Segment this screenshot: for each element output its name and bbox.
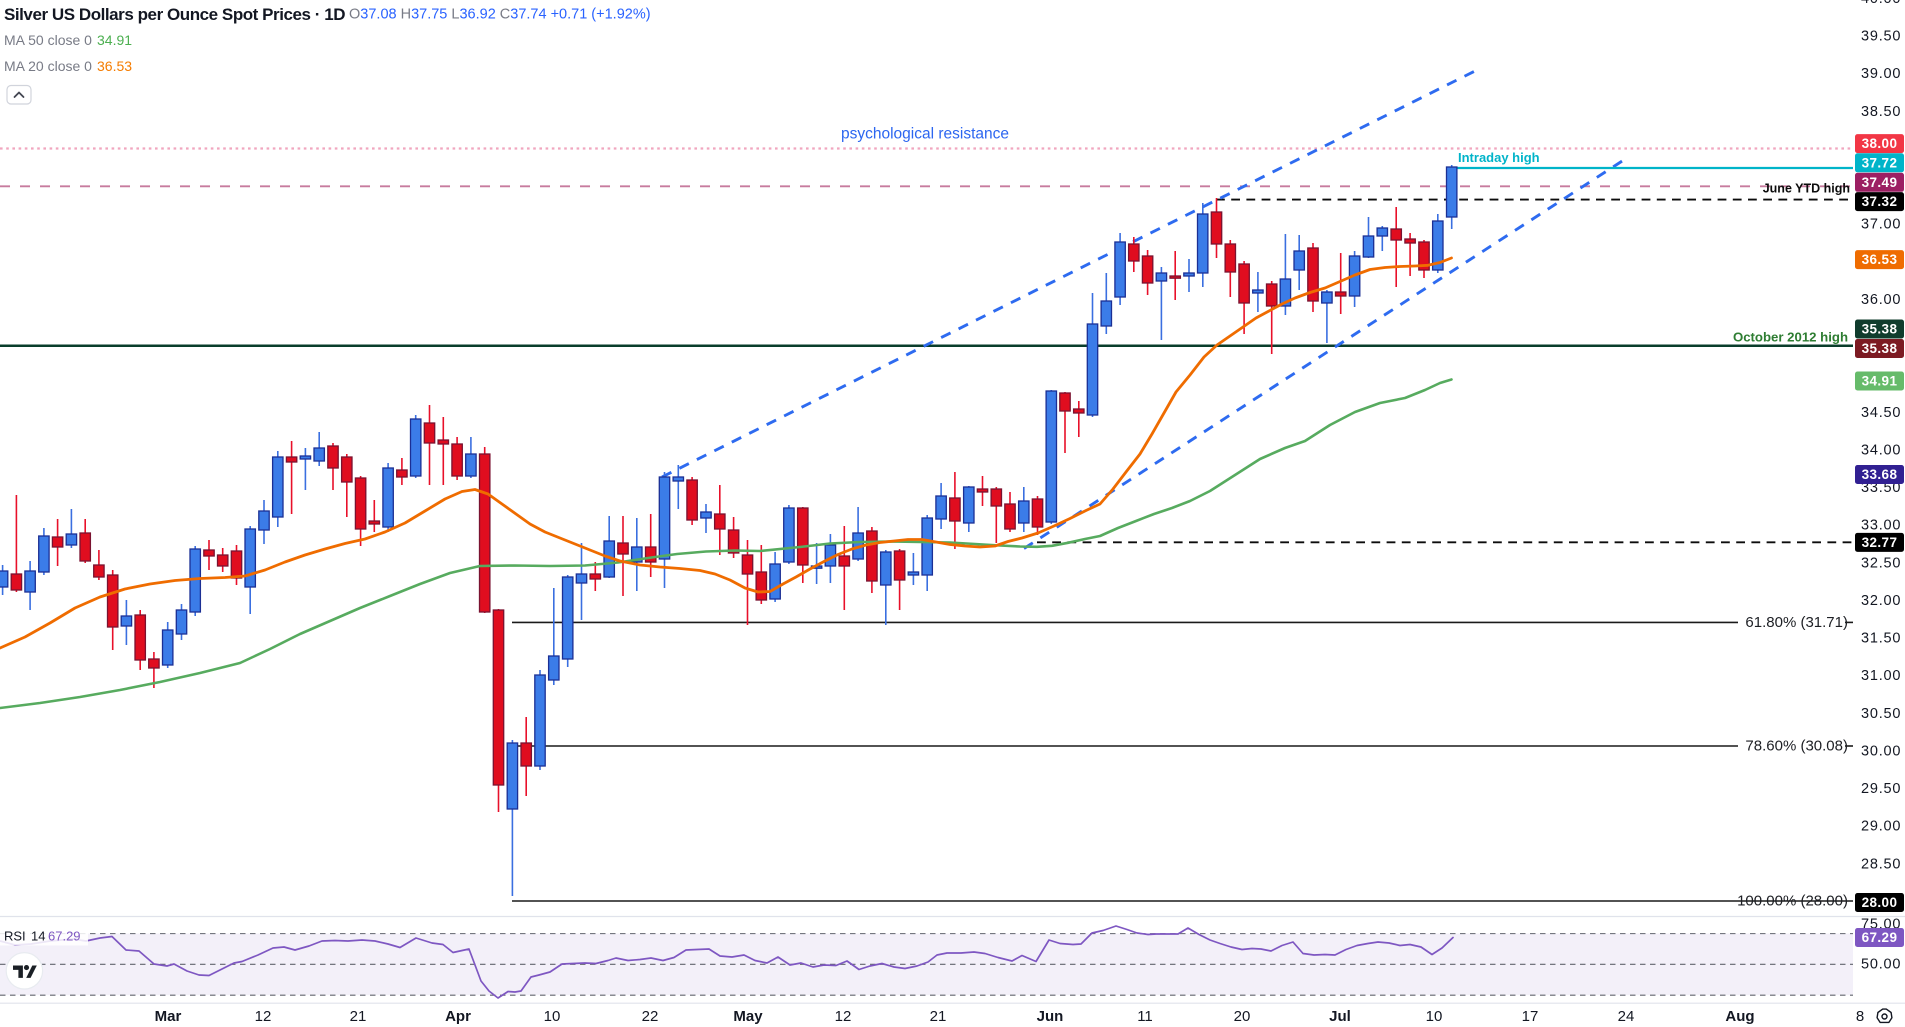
svg-text:61.80% (31.71): 61.80% (31.71) bbox=[1745, 614, 1848, 631]
svg-text:78.60% (30.08): 78.60% (30.08) bbox=[1745, 738, 1848, 755]
svg-text:20: 20 bbox=[1234, 1008, 1251, 1025]
svg-text:May: May bbox=[733, 1008, 763, 1025]
svg-text:38.50: 38.50 bbox=[1861, 104, 1901, 120]
svg-text:38.00: 38.00 bbox=[1862, 136, 1898, 151]
svg-text:50.00: 50.00 bbox=[1861, 956, 1901, 972]
svg-text:29.00: 29.00 bbox=[1861, 819, 1901, 835]
svg-text:33.68: 33.68 bbox=[1862, 467, 1898, 482]
svg-text:32.50: 32.50 bbox=[1861, 555, 1901, 571]
svg-text:39.00: 39.00 bbox=[1861, 66, 1901, 82]
svg-text:34.50: 34.50 bbox=[1861, 405, 1901, 421]
svg-text:June YTD high: June YTD high bbox=[1763, 182, 1850, 196]
svg-text:33.00: 33.00 bbox=[1861, 518, 1901, 534]
svg-text:8: 8 bbox=[1856, 1008, 1864, 1025]
svg-text:Aug: Aug bbox=[1725, 1008, 1754, 1025]
svg-text:17: 17 bbox=[1522, 1008, 1539, 1025]
svg-text:35.38: 35.38 bbox=[1862, 322, 1898, 337]
svg-text:Apr: Apr bbox=[445, 1008, 471, 1025]
svg-text:29.50: 29.50 bbox=[1861, 781, 1901, 797]
svg-text:67.29: 67.29 bbox=[1862, 930, 1898, 945]
svg-text:36.00: 36.00 bbox=[1861, 292, 1901, 308]
svg-text:34.00: 34.00 bbox=[1861, 442, 1901, 458]
svg-text:28.50: 28.50 bbox=[1861, 856, 1901, 872]
svg-text:Silver US Dollars per Ounce Sp: Silver US Dollars per Ounce Spot Prices … bbox=[4, 5, 345, 24]
svg-text:32.77: 32.77 bbox=[1862, 535, 1898, 550]
svg-text:39.50: 39.50 bbox=[1861, 29, 1901, 45]
svg-text:MA 50 close 0: MA 50 close 0 bbox=[4, 32, 92, 48]
svg-text:21: 21 bbox=[350, 1008, 367, 1025]
svg-text:12: 12 bbox=[255, 1008, 272, 1025]
svg-text:67.29: 67.29 bbox=[48, 929, 81, 944]
svg-text:36.53: 36.53 bbox=[97, 58, 132, 74]
svg-text:O37.08 H37.75 L36.92 C37.74 +0: O37.08 H37.75 L36.92 C37.74 +0.71 (+1.92… bbox=[349, 7, 651, 23]
svg-text:37.49: 37.49 bbox=[1862, 175, 1898, 190]
svg-text:37.00: 37.00 bbox=[1861, 217, 1901, 233]
svg-text:34.91: 34.91 bbox=[1862, 374, 1898, 389]
svg-text:10: 10 bbox=[544, 1008, 561, 1025]
svg-text:10: 10 bbox=[1426, 1008, 1443, 1025]
svg-text:Jun: Jun bbox=[1037, 1008, 1064, 1025]
svg-text:21: 21 bbox=[930, 1008, 947, 1025]
svg-text:37.32: 37.32 bbox=[1862, 194, 1898, 209]
svg-text:30.50: 30.50 bbox=[1861, 706, 1901, 722]
svg-text:30.00: 30.00 bbox=[1861, 743, 1901, 759]
svg-text:31.00: 31.00 bbox=[1861, 668, 1901, 684]
svg-text:Jul: Jul bbox=[1329, 1008, 1351, 1025]
svg-text:36.53: 36.53 bbox=[1862, 252, 1898, 267]
svg-text:Mar: Mar bbox=[155, 1008, 182, 1025]
svg-text:35.38: 35.38 bbox=[1862, 341, 1898, 356]
svg-text:RSI: RSI bbox=[4, 929, 26, 944]
svg-text:psychological resistance: psychological resistance bbox=[841, 126, 1009, 143]
svg-text:40.00: 40.00 bbox=[1861, 0, 1901, 7]
svg-text:34.91: 34.91 bbox=[97, 32, 132, 48]
svg-text:32.00: 32.00 bbox=[1861, 593, 1901, 609]
svg-text:October 2012 high: October 2012 high bbox=[1733, 330, 1848, 345]
svg-text:14: 14 bbox=[31, 929, 45, 944]
svg-text:31.50: 31.50 bbox=[1861, 631, 1901, 647]
svg-text:28.00: 28.00 bbox=[1862, 895, 1898, 910]
svg-text:100.00% (28.00): 100.00% (28.00) bbox=[1737, 893, 1848, 910]
svg-text:12: 12 bbox=[835, 1008, 852, 1025]
svg-text:37.72: 37.72 bbox=[1862, 155, 1898, 170]
svg-text:22: 22 bbox=[642, 1008, 659, 1025]
svg-text:Intraday high: Intraday high bbox=[1458, 150, 1540, 165]
svg-text:24: 24 bbox=[1618, 1008, 1635, 1025]
svg-text:11: 11 bbox=[1137, 1008, 1153, 1025]
svg-text:MA 20 close 0: MA 20 close 0 bbox=[4, 58, 92, 74]
